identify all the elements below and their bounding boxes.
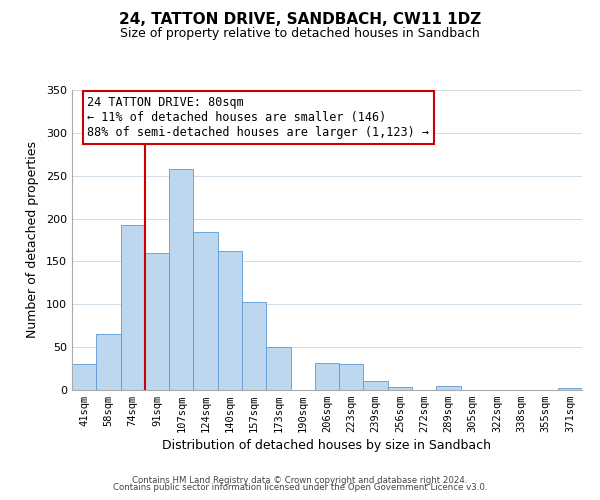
Bar xyxy=(72,364,96,390)
Bar xyxy=(145,253,169,390)
Bar xyxy=(242,302,266,390)
Text: 24, TATTON DRIVE, SANDBACH, CW11 1DZ: 24, TATTON DRIVE, SANDBACH, CW11 1DZ xyxy=(119,12,481,28)
Text: Size of property relative to detached houses in Sandbach: Size of property relative to detached ho… xyxy=(120,28,480,40)
X-axis label: Distribution of detached houses by size in Sandbach: Distribution of detached houses by size … xyxy=(163,440,491,452)
Bar xyxy=(193,232,218,390)
Text: Contains HM Land Registry data © Crown copyright and database right 2024.: Contains HM Land Registry data © Crown c… xyxy=(132,476,468,485)
Bar xyxy=(96,334,121,390)
Bar xyxy=(388,388,412,390)
Bar xyxy=(266,347,290,390)
Y-axis label: Number of detached properties: Number of detached properties xyxy=(26,142,39,338)
Bar xyxy=(218,251,242,390)
Bar xyxy=(339,364,364,390)
Bar xyxy=(436,386,461,390)
Bar xyxy=(558,388,582,390)
Bar xyxy=(121,224,145,390)
Bar xyxy=(364,380,388,390)
Text: 24 TATTON DRIVE: 80sqm
← 11% of detached houses are smaller (146)
88% of semi-de: 24 TATTON DRIVE: 80sqm ← 11% of detached… xyxy=(88,96,430,139)
Text: Contains public sector information licensed under the Open Government Licence v3: Contains public sector information licen… xyxy=(113,484,487,492)
Bar xyxy=(169,169,193,390)
Bar xyxy=(315,362,339,390)
